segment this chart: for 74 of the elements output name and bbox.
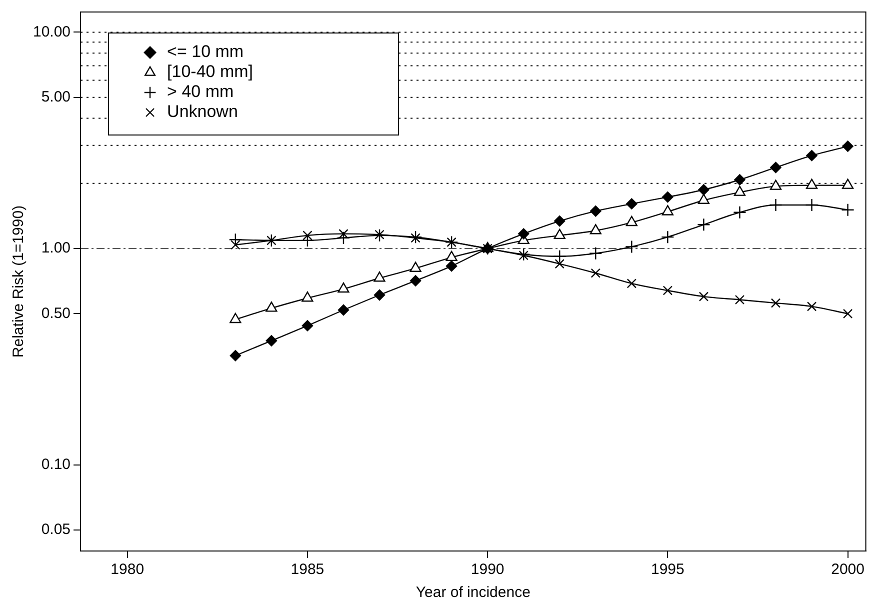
point bbox=[553, 250, 566, 263]
point bbox=[842, 140, 854, 152]
point bbox=[806, 150, 818, 162]
point bbox=[374, 230, 384, 240]
point bbox=[770, 298, 781, 308]
point bbox=[625, 240, 638, 254]
point bbox=[338, 304, 350, 316]
point bbox=[589, 246, 602, 260]
x-tick-label: 1980 bbox=[110, 561, 144, 578]
point bbox=[734, 174, 746, 186]
point bbox=[518, 250, 528, 260]
point bbox=[410, 275, 422, 286]
point bbox=[554, 215, 566, 227]
point bbox=[374, 272, 386, 282]
y-axis-title: Relative Risk (1=1990) bbox=[10, 205, 28, 358]
point bbox=[698, 194, 710, 204]
y-tick-label: 0.10 bbox=[41, 456, 71, 474]
y-tick-label: 5.00 bbox=[41, 88, 71, 106]
point bbox=[626, 278, 637, 288]
point bbox=[302, 320, 314, 332]
point bbox=[446, 260, 458, 272]
point bbox=[336, 231, 350, 245]
point bbox=[446, 250, 458, 262]
x-tick-label: 1985 bbox=[290, 561, 324, 578]
point bbox=[626, 216, 638, 226]
point bbox=[733, 206, 746, 219]
point bbox=[806, 302, 817, 312]
point bbox=[410, 262, 422, 272]
point bbox=[590, 205, 602, 217]
legend-label: [10-40 mm] bbox=[167, 62, 254, 82]
point bbox=[554, 258, 564, 269]
point bbox=[518, 228, 530, 240]
point bbox=[590, 268, 600, 278]
point bbox=[806, 178, 818, 189]
point bbox=[626, 198, 638, 210]
point bbox=[805, 198, 818, 212]
legend-label: <= 10 mm bbox=[167, 42, 244, 62]
point bbox=[662, 205, 674, 216]
point bbox=[769, 198, 782, 212]
point bbox=[841, 203, 854, 216]
point bbox=[734, 294, 745, 305]
point bbox=[266, 302, 278, 312]
x-tick-label: 1995 bbox=[650, 561, 684, 578]
point bbox=[230, 312, 242, 324]
y-tick-label: 10.00 bbox=[32, 23, 71, 40]
point bbox=[662, 191, 674, 203]
point bbox=[554, 228, 566, 240]
point bbox=[408, 230, 422, 244]
point bbox=[230, 350, 242, 362]
point bbox=[661, 230, 674, 244]
point bbox=[662, 286, 673, 296]
point bbox=[770, 180, 782, 190]
y-tick-label: 0.50 bbox=[41, 304, 71, 322]
y-tick-label: 1.00 bbox=[41, 240, 71, 257]
point bbox=[734, 186, 746, 196]
legend-label: Unknown bbox=[167, 102, 238, 122]
y-tick-label: 0.05 bbox=[41, 521, 71, 538]
point bbox=[338, 282, 350, 293]
point bbox=[770, 162, 782, 174]
legend-label: > 40 mm bbox=[167, 82, 234, 102]
point bbox=[266, 335, 278, 346]
point bbox=[698, 292, 709, 302]
point bbox=[374, 289, 386, 301]
point bbox=[590, 224, 602, 234]
x-axis-title: Year of incidence bbox=[416, 584, 530, 602]
x-tick-label: 1990 bbox=[470, 561, 504, 578]
point bbox=[697, 218, 710, 232]
point bbox=[302, 292, 314, 302]
point bbox=[410, 233, 420, 243]
point bbox=[517, 248, 530, 261]
point bbox=[842, 178, 854, 189]
point bbox=[698, 184, 710, 196]
x-tick-label: 2000 bbox=[831, 561, 864, 578]
point bbox=[842, 308, 853, 319]
